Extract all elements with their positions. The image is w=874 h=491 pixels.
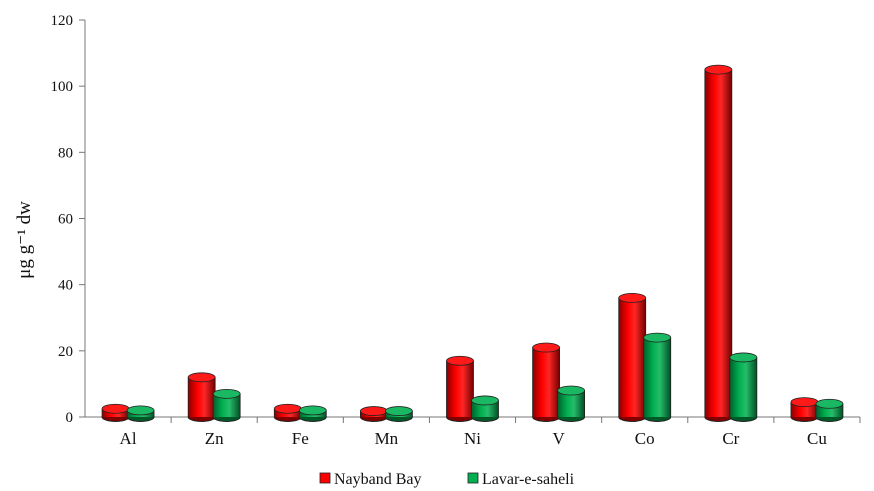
bars: [101, 64, 844, 422]
x-tick-label: Ni: [464, 429, 481, 448]
y-tick-label: 0: [66, 410, 74, 426]
bar-lavar-e-saheli-mn: [384, 406, 413, 422]
bar-nayband-bay-al: [101, 403, 130, 422]
x-tick-label: Cu: [807, 429, 827, 448]
y-tick-label: 100: [51, 79, 74, 95]
legend-label: Lavar-e-saheli: [482, 471, 575, 488]
bar-lavar-e-saheli-ni: [471, 395, 499, 422]
legend-label: Nayband Bay: [334, 471, 422, 488]
legend-item: Nayband Bay: [319, 471, 422, 488]
y-tick-label: 80: [58, 145, 73, 161]
bar-nayband-bay-mn: [359, 406, 388, 422]
bar-nayband-bay-fe: [273, 403, 302, 422]
x-tick-label: Al: [120, 429, 137, 448]
bar-nayband-bay-cu: [790, 397, 819, 422]
y-tick-label: 20: [58, 344, 73, 360]
x-tick-label: Cr: [722, 429, 739, 448]
bar-nayband-bay-v: [532, 342, 561, 422]
y-tick-label: 40: [58, 278, 73, 294]
x-tick-label: Zn: [205, 429, 224, 448]
bar-lavar-e-saheli-cr: [729, 352, 758, 422]
bar-nayband-bay-cr: [704, 64, 733, 422]
x-tick-label: V: [552, 429, 565, 448]
x-tick-label: Mn: [375, 429, 399, 448]
bar-lavar-e-saheli-fe: [298, 405, 327, 422]
x-tick-label: Fe: [292, 429, 309, 448]
legend-swatch: [467, 472, 479, 484]
y-tick-label: 60: [58, 212, 73, 228]
legend: Nayband Bay Lavar-e-saheli: [319, 471, 575, 488]
legend-swatch: [319, 472, 331, 484]
legend-item: Lavar-e-saheli: [467, 471, 575, 488]
bar-nayband-bay-zn: [187, 372, 216, 422]
bar-lavar-e-saheli-al: [126, 405, 155, 422]
bar-lavar-e-saheli-cu: [815, 398, 844, 422]
x-tick-labels: Al Zn Fe Mn Ni V Co Cr Cu: [120, 417, 861, 448]
bar-lavar-e-saheli-co: [643, 332, 672, 422]
bar-nayband-bay-ni: [446, 355, 474, 422]
y-axis-label: μg g⁻¹ dw: [14, 201, 35, 279]
bar-lavar-e-saheli-zn: [212, 388, 241, 422]
x-tick-label: Co: [635, 429, 655, 448]
y-ticks: 0 20 40 60 80 100 120: [51, 13, 85, 426]
bar-lavar-e-saheli-v: [557, 385, 586, 422]
bar-nayband-bay-co: [618, 292, 647, 422]
y-tick-label: 120: [51, 13, 74, 29]
